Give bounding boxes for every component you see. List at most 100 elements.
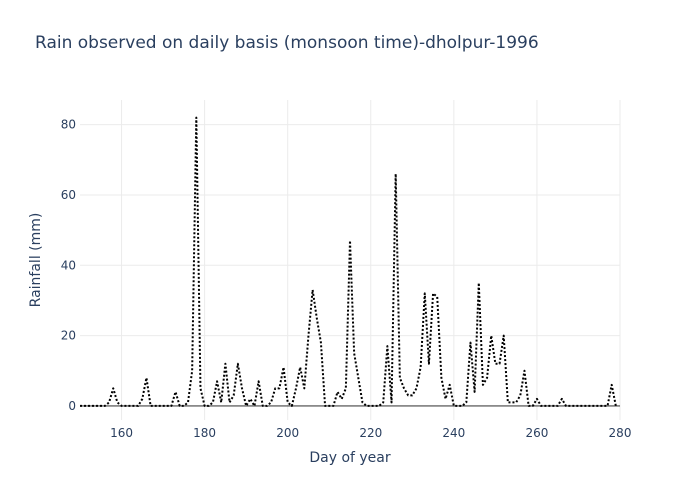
data-point bbox=[490, 335, 492, 337]
data-point bbox=[440, 377, 442, 379]
data-point bbox=[357, 377, 359, 379]
x-tick-label: 220 bbox=[359, 426, 382, 440]
data-point bbox=[112, 387, 114, 389]
data-point bbox=[374, 405, 376, 407]
data-point bbox=[220, 401, 222, 403]
data-point bbox=[565, 405, 567, 407]
data-point bbox=[511, 401, 513, 403]
data-point bbox=[162, 405, 164, 407]
data-point bbox=[569, 405, 571, 407]
data-point bbox=[465, 401, 467, 403]
data-point bbox=[224, 363, 226, 365]
data-point bbox=[262, 405, 264, 407]
data-point bbox=[216, 380, 218, 382]
y-tick-label: 60 bbox=[61, 188, 76, 202]
data-point bbox=[108, 401, 110, 403]
rainfall-series-line bbox=[80, 116, 617, 407]
data-point bbox=[303, 387, 305, 389]
data-point bbox=[129, 405, 131, 407]
data-point bbox=[349, 240, 351, 242]
data-point bbox=[594, 405, 596, 407]
data-point bbox=[590, 405, 592, 407]
data-point bbox=[283, 366, 285, 368]
data-point bbox=[536, 398, 538, 400]
data-point bbox=[586, 405, 588, 407]
data-point bbox=[395, 173, 397, 175]
data-point bbox=[494, 363, 496, 365]
data-point bbox=[366, 405, 368, 407]
data-point bbox=[245, 405, 247, 407]
data-point bbox=[341, 398, 343, 400]
data-point bbox=[79, 405, 81, 407]
data-point bbox=[457, 405, 459, 407]
data-point bbox=[424, 292, 426, 294]
data-point bbox=[312, 289, 314, 291]
data-point bbox=[382, 401, 384, 403]
data-point bbox=[199, 387, 201, 389]
data-point bbox=[179, 405, 181, 407]
data-point bbox=[237, 363, 239, 365]
data-point bbox=[324, 405, 326, 407]
data-point bbox=[598, 405, 600, 407]
data-point bbox=[415, 387, 417, 389]
data-point bbox=[208, 405, 210, 407]
data-point bbox=[519, 394, 521, 396]
data-point bbox=[474, 391, 476, 393]
data-point bbox=[503, 335, 505, 337]
data-point bbox=[461, 405, 463, 407]
data-point bbox=[187, 401, 189, 403]
y-axis-title: Rainfall (mm) bbox=[28, 213, 44, 308]
data-point bbox=[602, 405, 604, 407]
data-point bbox=[241, 387, 243, 389]
data-point bbox=[274, 387, 276, 389]
data-point bbox=[523, 370, 525, 372]
data-point bbox=[353, 352, 355, 354]
data-point bbox=[150, 405, 152, 407]
data-point bbox=[453, 405, 455, 407]
data-point bbox=[96, 405, 98, 407]
data-point bbox=[544, 405, 546, 407]
x-tick-label: 160 bbox=[110, 426, 133, 440]
data-point bbox=[449, 384, 451, 386]
data-point bbox=[316, 317, 318, 319]
data-point bbox=[573, 405, 575, 407]
data-point bbox=[411, 394, 413, 396]
data-point bbox=[204, 405, 206, 407]
data-point bbox=[361, 401, 363, 403]
data-point bbox=[133, 405, 135, 407]
data-point bbox=[233, 394, 235, 396]
data-point bbox=[420, 366, 422, 368]
data-point bbox=[229, 401, 231, 403]
data-point bbox=[615, 405, 617, 407]
data-point bbox=[91, 405, 93, 407]
data-point bbox=[607, 405, 609, 407]
data-point bbox=[270, 401, 272, 403]
data-point bbox=[154, 405, 156, 407]
data-point bbox=[212, 401, 214, 403]
data-point bbox=[391, 401, 393, 403]
data-point bbox=[328, 405, 330, 407]
data-point bbox=[295, 387, 297, 389]
data-point bbox=[116, 401, 118, 403]
data-point bbox=[278, 387, 280, 389]
data-point bbox=[561, 398, 563, 400]
data-point bbox=[195, 117, 197, 119]
data-point bbox=[428, 363, 430, 365]
data-point bbox=[145, 377, 147, 379]
data-point bbox=[515, 401, 517, 403]
data-point bbox=[548, 405, 550, 407]
chart-title: Rain observed on daily basis (monsoon ti… bbox=[35, 33, 539, 53]
data-point bbox=[158, 405, 160, 407]
data-point bbox=[87, 405, 89, 407]
data-point bbox=[253, 405, 255, 407]
data-point bbox=[499, 363, 501, 365]
data-point bbox=[482, 384, 484, 386]
data-point bbox=[175, 391, 177, 393]
data-point bbox=[432, 292, 434, 294]
data-point bbox=[166, 405, 168, 407]
data-point bbox=[121, 405, 123, 407]
data-point bbox=[436, 296, 438, 298]
data-point bbox=[258, 380, 260, 382]
data-point bbox=[170, 405, 172, 407]
